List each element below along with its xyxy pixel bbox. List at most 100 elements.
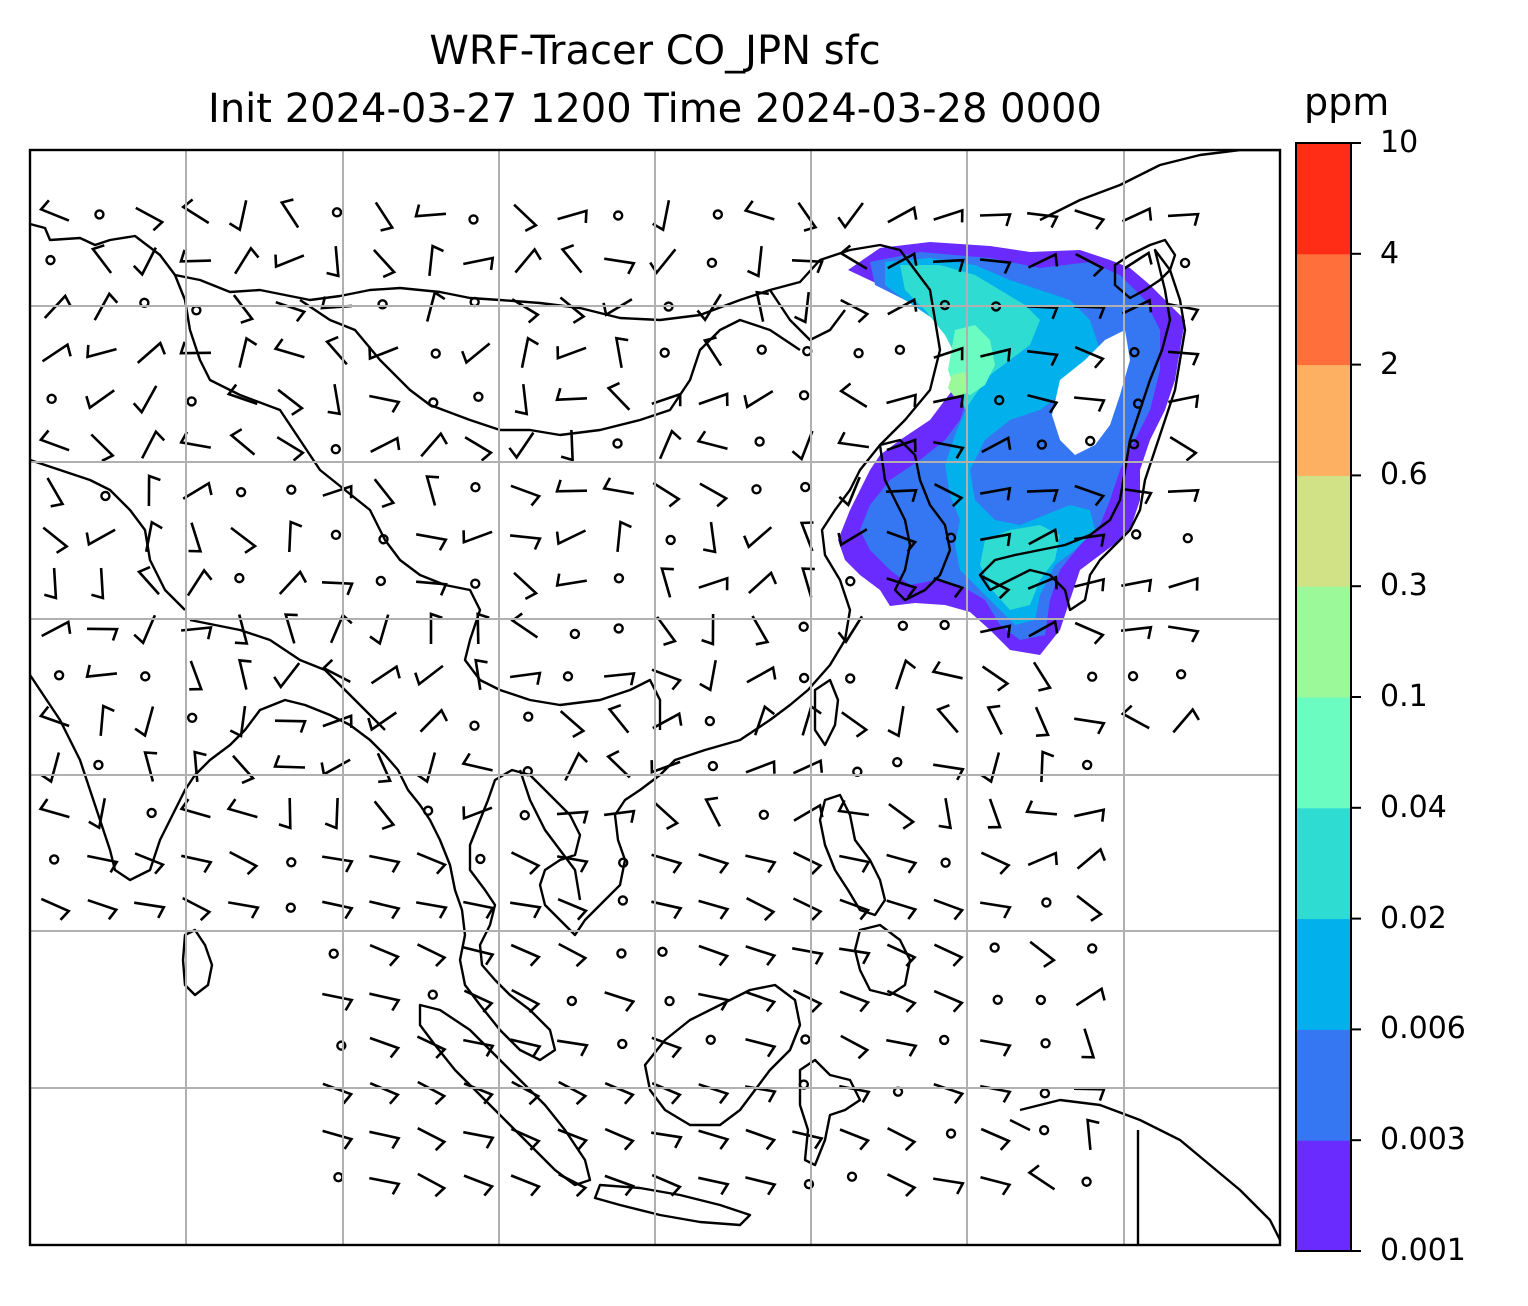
plume-level-0.1 xyxy=(948,372,968,398)
calm-circle-icon xyxy=(945,1128,957,1139)
wind-barb-icon xyxy=(555,387,588,402)
wind-barb-icon xyxy=(1167,350,1200,366)
calm-circle-icon xyxy=(430,348,441,359)
wind-barb-icon xyxy=(1027,394,1059,414)
wind-barb-icon xyxy=(651,668,683,691)
wind-barb-icon xyxy=(650,760,681,774)
wind-barb-icon xyxy=(419,708,449,733)
wind-barb-icon xyxy=(324,335,348,366)
calm-circle-icon xyxy=(45,254,56,266)
calm-circle-icon xyxy=(1040,1038,1051,1049)
wind-barb-icon xyxy=(558,1173,588,1198)
wind-barb-icon xyxy=(416,752,437,784)
wind-barb-icon xyxy=(230,526,258,554)
wind-barb-icon xyxy=(696,430,728,451)
wind-barb-icon xyxy=(429,612,443,644)
wind-barb-icon xyxy=(278,797,292,830)
wind-barb-icon xyxy=(698,1129,730,1150)
wind-barb-icon xyxy=(839,947,871,965)
calm-circle-icon xyxy=(613,573,625,584)
wind-barb-icon xyxy=(134,852,166,875)
wind-barb-icon xyxy=(416,943,447,968)
wind-barb-icon xyxy=(792,1130,824,1150)
wind-barb-icon xyxy=(603,672,636,686)
wind-barb-icon xyxy=(656,616,678,646)
wind-barb-icon xyxy=(1120,704,1150,730)
wind-barb-icon xyxy=(699,482,729,508)
wind-barb-icon xyxy=(1074,533,1106,547)
wind-barb-icon xyxy=(133,614,157,645)
wind-barb-icon xyxy=(604,1082,635,1105)
wind-barb-icon xyxy=(1040,750,1055,783)
wind-barb-icon xyxy=(886,1038,918,1057)
wind-barb-icon xyxy=(792,851,823,876)
colorbar-tick-label: 0.001 xyxy=(1380,1233,1466,1268)
colorbar-tick-label: 10 xyxy=(1380,125,1419,160)
wind-barb-icon xyxy=(134,706,155,738)
wind-barb-icon xyxy=(88,798,107,830)
calm-circle-icon xyxy=(1086,671,1098,682)
wind-barb-icon xyxy=(85,528,116,547)
calm-circle-icon xyxy=(1129,346,1140,358)
wind-barb-icon xyxy=(324,797,339,830)
calm-circle-icon xyxy=(756,344,767,355)
wind-barb-icon xyxy=(229,428,256,456)
wind-barb-icon xyxy=(887,251,918,270)
wind-barb-icon xyxy=(1121,578,1153,593)
wind-barb-icon xyxy=(229,850,259,876)
wind-barb-icon xyxy=(414,664,444,687)
wind-barb-icon xyxy=(981,665,1010,692)
wind-barb-icon xyxy=(933,989,964,1013)
wind-barb-icon xyxy=(704,796,722,827)
wind-barb-icon xyxy=(745,1038,777,1058)
wind-barb-icon xyxy=(1074,209,1106,230)
wind-barb-icon xyxy=(1074,808,1106,822)
wind-barb-icon xyxy=(326,245,340,278)
wind-barb-icon xyxy=(651,853,683,874)
calm-circle-icon xyxy=(612,210,624,221)
wind-barb-icon xyxy=(886,393,917,408)
wind-barb-icon xyxy=(556,346,587,361)
calm-circle-icon xyxy=(191,305,202,316)
wind-barb-icon xyxy=(1075,252,1105,278)
wind-barb-icon xyxy=(144,520,163,552)
wind-barb-icon xyxy=(1026,489,1059,503)
wind-barb-icon xyxy=(746,897,776,922)
wind-barb-icon xyxy=(559,710,586,739)
wind-barb-icon xyxy=(698,392,729,407)
wind-barb-icon xyxy=(322,714,353,728)
calm-circle-icon xyxy=(657,946,668,958)
wind-barb-icon xyxy=(181,854,213,874)
wind-barb-icon xyxy=(556,810,589,824)
calm-circle-icon xyxy=(569,628,581,640)
calm-circle-icon xyxy=(617,1038,628,1050)
calm-circle-icon xyxy=(613,623,624,634)
wind-barb-icon xyxy=(702,336,723,367)
wind-barb-icon xyxy=(226,383,258,406)
wind-barb-icon xyxy=(1027,851,1058,867)
wind-barb-icon xyxy=(698,1176,730,1196)
wind-barb-icon xyxy=(321,855,354,873)
wind-barb-icon xyxy=(932,258,965,273)
calm-circle-icon xyxy=(846,1171,858,1182)
wind-barb-icon xyxy=(792,897,823,921)
wind-barb-icon xyxy=(886,989,917,1013)
wind-barb-icon xyxy=(369,394,401,413)
map-subtitle: Init 2024-03-27 1200 Time 2024-03-28 000… xyxy=(208,86,1102,132)
calm-circle-icon xyxy=(1132,398,1144,409)
wind-barb-icon xyxy=(41,619,72,638)
wind-barb-icon xyxy=(980,347,1012,362)
wind-barb-icon xyxy=(698,853,730,874)
wind-barb-icon xyxy=(887,205,918,224)
wind-barb-icon xyxy=(840,298,870,324)
wind-barb-icon xyxy=(460,342,491,365)
wind-barb-icon xyxy=(274,719,307,734)
calm-circle-icon xyxy=(664,995,675,1007)
wind-barb-icon xyxy=(462,530,493,545)
calm-circle-icon xyxy=(798,621,809,632)
wind-barb-icon xyxy=(651,1173,682,1197)
wind-barb-icon xyxy=(652,481,681,508)
calm-circle-icon xyxy=(285,902,296,913)
plume-hole xyxy=(1052,330,1130,455)
wind-barb-icon xyxy=(614,336,629,369)
